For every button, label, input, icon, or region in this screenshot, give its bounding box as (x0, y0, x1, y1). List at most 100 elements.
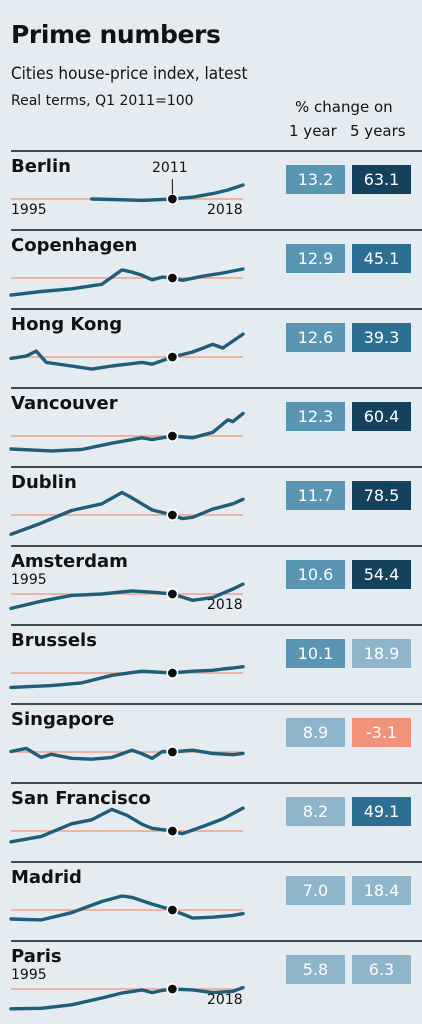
row-divider (11, 624, 422, 626)
row-divider (11, 545, 422, 547)
five-year-change-value: 6.3 (352, 955, 411, 984)
base-year-marker (166, 745, 179, 758)
change-column-header: % change on (295, 98, 393, 116)
five-year-column-header: 5 years (350, 122, 406, 140)
base-year-marker (166, 192, 179, 205)
one-year-change-value: 8.2 (286, 797, 345, 826)
one-year-change-value: 10.6 (286, 560, 345, 589)
city-name: Hong Kong (11, 314, 123, 335)
city-row: Dublin 11.7 78.5 (0, 466, 422, 545)
city-row: Vancouver 12.3 60.4 (0, 387, 422, 466)
one-year-column-header: 1 year (289, 122, 337, 140)
five-year-change-value: 63.1 (352, 165, 411, 194)
five-year-change-value: 18.9 (352, 639, 411, 668)
base-year-marker (166, 429, 179, 442)
base-year-marker (166, 982, 179, 995)
city-row: Copenhagen 12.9 45.1 (0, 229, 422, 308)
city-name: Paris (11, 946, 62, 967)
price-index-line (9, 985, 245, 1011)
one-year-change-value: 8.9 (286, 718, 345, 747)
sparkline (11, 179, 245, 205)
row-divider (11, 308, 422, 310)
five-year-change-value: 39.3 (352, 323, 411, 352)
end-year-label: 2018 (207, 597, 243, 613)
city-row: Singapore 8.9 -3.1 (0, 703, 422, 782)
base-year-marker (166, 824, 179, 837)
row-divider (11, 940, 422, 942)
price-index-line (9, 894, 245, 922)
price-index-line (9, 746, 245, 761)
price-index-line (9, 411, 245, 453)
base-year-marker (166, 587, 179, 600)
sparkline (9, 665, 245, 690)
sparkline (9, 332, 245, 371)
row-divider (11, 229, 422, 231)
city-name: Singapore (11, 709, 115, 730)
five-year-change-value: 78.5 (352, 481, 411, 510)
city-name: Berlin (11, 156, 71, 177)
base-year-marker (166, 508, 179, 521)
city-row: Amsterdam 1995 2018 10.6 54.4 (0, 545, 422, 624)
sparkline (9, 267, 245, 297)
base-year-marker (166, 903, 179, 916)
start-year-label: 1995 (11, 572, 47, 588)
five-year-change-value: 54.4 (352, 560, 411, 589)
city-row: Berlin 2011 1995 2018 13.2 63.1 (0, 150, 422, 229)
chart-note: Real terms, Q1 2011=100 (11, 93, 194, 109)
price-index-line (9, 490, 245, 536)
price-index-line (90, 183, 245, 203)
one-year-change-value: 12.9 (286, 244, 345, 273)
city-row: Madrid 7.0 18.4 (0, 861, 422, 940)
five-year-change-value: 18.4 (352, 876, 411, 905)
start-year-label: 1995 (11, 202, 47, 218)
city-name: Amsterdam (11, 551, 128, 572)
row-divider (11, 703, 422, 705)
start-year-label: 1995 (11, 967, 47, 983)
one-year-change-value: 7.0 (286, 876, 345, 905)
sparkline (9, 411, 245, 453)
one-year-change-value: 5.8 (286, 955, 345, 984)
price-index-line (9, 665, 245, 690)
sparkline (9, 982, 245, 1011)
five-year-change-value: 49.1 (352, 797, 411, 826)
five-year-change-value: 60.4 (352, 402, 411, 431)
city-name: Madrid (11, 867, 82, 888)
sparkline (9, 490, 245, 536)
city-name: Dublin (11, 472, 77, 493)
marker-year-label: 2011 (152, 160, 188, 176)
one-year-change-value: 12.3 (286, 402, 345, 431)
chart-subtitle: Cities house-price index, latest (11, 64, 248, 84)
five-year-change-value: 45.1 (352, 244, 411, 273)
price-index-line (9, 267, 245, 297)
city-row: Paris 1995 2018 5.8 6.3 (0, 940, 422, 1019)
sparkline (9, 582, 245, 611)
base-year-marker (166, 666, 179, 679)
sparkline (9, 745, 245, 761)
city-name: San Francisco (11, 788, 151, 809)
row-divider (11, 782, 422, 784)
price-index-line (9, 332, 245, 371)
one-year-change-value: 12.6 (286, 323, 345, 352)
one-year-change-value: 11.7 (286, 481, 345, 510)
one-year-change-value: 10.1 (286, 639, 345, 668)
row-divider (11, 150, 422, 152)
five-year-change-value: -3.1 (352, 718, 411, 747)
base-year-marker (166, 271, 179, 284)
city-name: Vancouver (11, 393, 118, 414)
city-name: Brussels (11, 630, 97, 651)
sparkline (9, 894, 245, 922)
sparkline (9, 806, 245, 844)
row-divider (11, 861, 422, 863)
chart-title: Prime numbers (11, 20, 221, 49)
end-year-label: 2018 (207, 992, 243, 1008)
end-year-label: 2018 (207, 202, 243, 218)
one-year-change-value: 13.2 (286, 165, 345, 194)
city-row: Brussels 10.1 18.9 (0, 624, 422, 703)
row-divider (11, 466, 422, 468)
city-row: Hong Kong 12.6 39.3 (0, 308, 422, 387)
row-divider (11, 387, 422, 389)
price-index-line (9, 582, 245, 611)
base-year-marker (166, 350, 179, 363)
price-index-line (9, 806, 245, 844)
city-name: Copenhagen (11, 235, 138, 256)
